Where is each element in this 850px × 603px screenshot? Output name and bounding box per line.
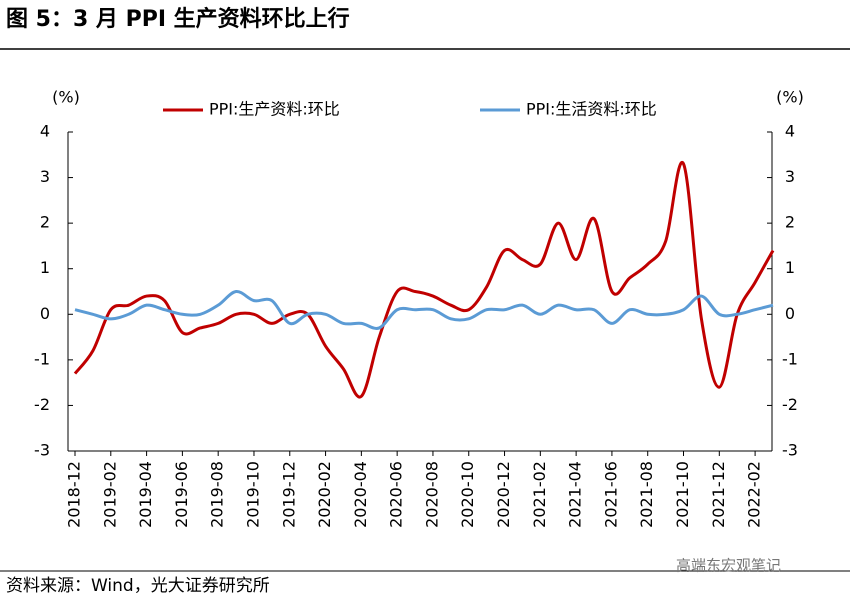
series-line xyxy=(74,289,774,330)
y-tick-label: 0 xyxy=(40,304,50,323)
x-tick-label: 2019-02 xyxy=(100,461,119,528)
x-tick-label: 2020-02 xyxy=(315,461,334,528)
y-tick-label: 4 xyxy=(40,122,50,141)
watermark: 高端东宏观笔记 xyxy=(676,557,781,575)
y-tick-label: -3 xyxy=(34,441,50,460)
x-tick-label: 2020-06 xyxy=(387,461,406,528)
legend-label: PPI:生产资料:环比 xyxy=(209,100,340,119)
x-tick-label: 2020-04 xyxy=(351,461,370,528)
y2-tick-label: -2 xyxy=(782,395,798,414)
source: 资料来源：Wind，光大证券研究所 xyxy=(6,576,270,596)
x-tick-label: 2021-08 xyxy=(637,461,656,528)
x-tick-label: 2021-12 xyxy=(709,461,728,528)
x-tick-label: 2021-06 xyxy=(601,461,620,528)
x-tick-label: 2019-12 xyxy=(279,461,298,528)
x-tick-label: 2021-02 xyxy=(530,461,549,528)
x-tick-label: 2021-04 xyxy=(566,461,585,528)
x-tick-label: 2019-10 xyxy=(243,461,262,528)
series-line xyxy=(73,160,775,399)
y-tick-label: 1 xyxy=(40,258,50,277)
legend-label: PPI:生活资料:环比 xyxy=(526,100,657,119)
x-tick-label: 2021-10 xyxy=(673,461,692,528)
y2-tick-label: 3 xyxy=(785,167,795,186)
y2-tick-label: 4 xyxy=(785,122,795,141)
x-tick-label: 2020-12 xyxy=(494,461,513,528)
y2-tick-label: 0 xyxy=(785,304,795,323)
y-tick-label: 3 xyxy=(40,167,50,186)
x-tick-label: 2019-04 xyxy=(136,461,155,528)
y2-tick-label: 1 xyxy=(785,258,795,277)
x-tick-label: 2019-08 xyxy=(208,461,227,528)
x-tick-label: 2018-12 xyxy=(65,461,84,528)
y2-tick-label: 2 xyxy=(785,213,795,232)
y-axis-label: (%) xyxy=(52,88,80,107)
y2-tick-label: -3 xyxy=(782,441,798,460)
y-tick-label: -2 xyxy=(34,395,50,414)
x-tick-label: 2019-06 xyxy=(172,461,191,528)
y2-tick-label: -1 xyxy=(782,349,798,368)
x-tick-label: 2020-10 xyxy=(458,461,477,528)
y-tick-label: 2 xyxy=(40,213,50,232)
y-tick-label: -1 xyxy=(34,349,50,368)
x-tick-label: 2020-08 xyxy=(422,461,441,528)
x-tick-label: 2022-02 xyxy=(745,461,764,528)
page-title: 图 5：3 月 PPI 生产资料环比上行 xyxy=(6,6,350,32)
y2-axis-label: (%) xyxy=(776,88,804,107)
